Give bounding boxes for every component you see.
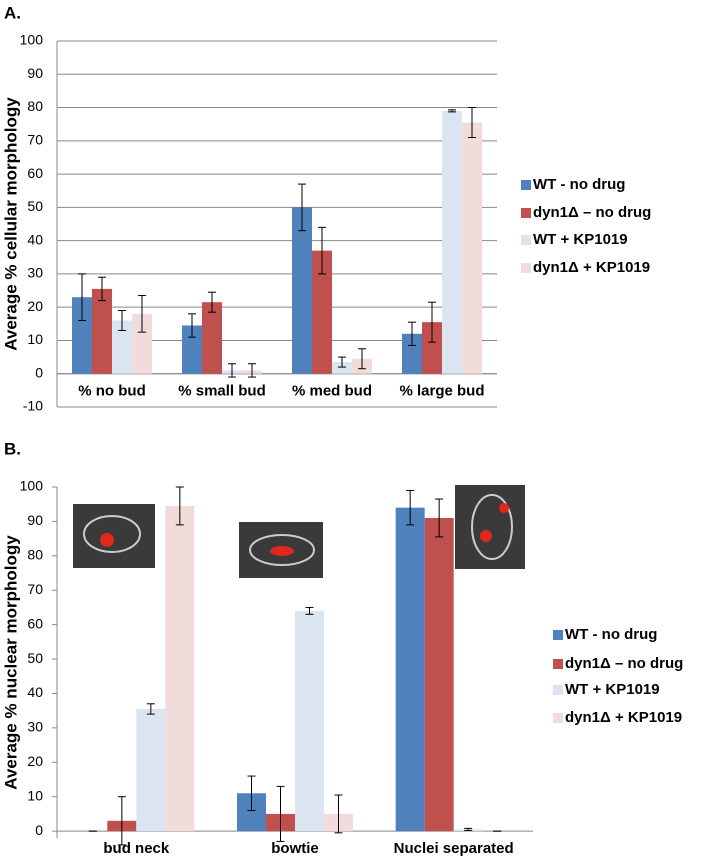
y-tick-label: 10 — [27, 331, 43, 347]
legend-swatch — [521, 263, 531, 273]
legend-label: dyn1Δ – no drug — [565, 655, 683, 672]
y-tick-label: 20 — [27, 298, 43, 314]
y-tick-label: 50 — [27, 650, 43, 666]
x-tick-label: % large bud — [399, 383, 484, 400]
legend-label: WT - no drug — [565, 626, 657, 643]
y-tick-label: 0 — [35, 364, 43, 380]
x-tick-label: Nuclei separated — [394, 840, 514, 857]
bar — [332, 362, 352, 374]
nucleus — [270, 546, 294, 556]
bar — [295, 610, 324, 832]
bar — [424, 517, 454, 832]
y-tick-label: -10 — [23, 398, 43, 414]
legend-swatch — [553, 659, 563, 669]
y-tick-label: 70 — [27, 132, 43, 148]
x-tick-label: bud neck — [103, 840, 170, 857]
inset-image — [73, 504, 155, 568]
y-tick-label: 0 — [35, 822, 43, 838]
y-tick-label: 60 — [27, 165, 43, 181]
inset-images — [73, 485, 525, 578]
bar — [182, 325, 202, 374]
y-tick-label: 20 — [27, 753, 43, 769]
y-tick-label: 30 — [27, 719, 43, 735]
inset-image — [455, 485, 525, 569]
y-tick-label: 100 — [20, 32, 44, 48]
legend-label: dyn1Δ – no drug — [533, 204, 651, 221]
y-tick-label: 30 — [27, 265, 43, 281]
legend-label: dyn1Δ + KP1019 — [565, 709, 682, 726]
legend-swatch — [521, 235, 531, 245]
x-tick-label: % no bud — [78, 383, 146, 400]
bar — [462, 122, 482, 374]
bar — [202, 302, 222, 374]
panel-label: B. — [4, 439, 21, 458]
cell-outline — [471, 494, 513, 560]
y-tick-label: 10 — [27, 787, 43, 803]
y-axis-title: Average % cellular morphology — [1, 97, 20, 351]
x-tick-label: bowtie — [271, 840, 319, 857]
bar — [292, 207, 312, 374]
y-tick-label: 80 — [27, 547, 43, 563]
legend-swatch — [553, 685, 563, 695]
bar — [312, 250, 332, 374]
y-tick-label: 90 — [27, 65, 43, 81]
y-tick-label: 60 — [27, 615, 43, 631]
x-tick-label: % med bud — [292, 383, 372, 400]
bar — [395, 507, 425, 832]
y-tick-label: 90 — [27, 512, 43, 528]
bar — [92, 288, 112, 374]
y-tick-label: 50 — [27, 198, 43, 214]
cell-outline — [249, 534, 315, 566]
legend-swatch — [553, 630, 563, 640]
y-tick-label: 40 — [27, 231, 43, 247]
y-tick-label: 40 — [27, 684, 43, 700]
bar — [136, 708, 166, 832]
legend-label: WT - no drug — [533, 176, 625, 193]
bar — [402, 333, 422, 374]
y-axis-title: Average % nuclear morphology — [1, 535, 20, 790]
nucleus — [499, 503, 509, 513]
y-tick-label: 70 — [27, 581, 43, 597]
y-tick-label: 100 — [20, 478, 44, 494]
bar — [132, 313, 152, 374]
panel-label: A. — [4, 3, 21, 22]
y-tick-label: 80 — [27, 98, 43, 114]
legend-label: WT + KP1019 — [533, 231, 628, 248]
legend-label: dyn1Δ + KP1019 — [533, 259, 650, 276]
bar — [112, 320, 132, 374]
nucleus — [480, 530, 492, 542]
legend-label: WT + KP1019 — [565, 681, 660, 698]
x-tick-label: % small bud — [178, 383, 266, 400]
bar — [422, 322, 442, 374]
bar — [165, 505, 195, 832]
bar — [442, 110, 462, 374]
cell-outline — [83, 515, 141, 553]
legend-swatch — [521, 180, 531, 190]
nucleus — [100, 533, 114, 547]
legend-swatch — [553, 713, 563, 723]
bar — [72, 297, 92, 374]
legend-swatch — [521, 208, 531, 218]
